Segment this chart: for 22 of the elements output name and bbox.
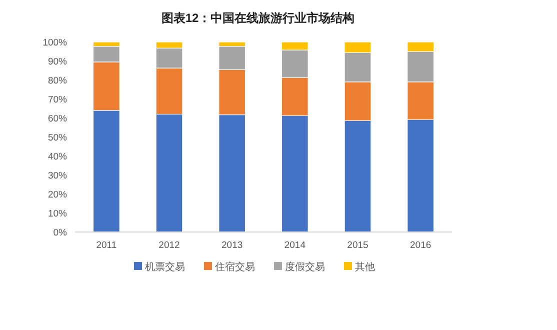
y-tick-label: 30%	[48, 170, 68, 182]
x-tick-label: 2015	[347, 240, 368, 251]
legend-label: 住宿交易	[215, 261, 255, 273]
x-tick-label: 2012	[158, 240, 180, 251]
y-tick-label: 100%	[42, 38, 68, 48]
y-tick-label: 80%	[48, 76, 68, 86]
legend-label: 其他	[355, 261, 375, 273]
legend-label: 度假交易	[285, 261, 325, 273]
y-tick-label: 60%	[48, 114, 68, 124]
y-tick-label: 70%	[48, 94, 68, 106]
y-tick-label: 20%	[48, 190, 68, 200]
y-tick-label: 0%	[53, 228, 68, 238]
legend-label: 机票交易	[145, 261, 185, 273]
x-tick-label: 2013	[222, 240, 243, 251]
y-tick-label: 90%	[48, 56, 68, 68]
chart-title: 图表12：中国在线旅游行业市场结构	[161, 11, 355, 25]
x-tick-label: 2014	[284, 240, 306, 251]
y-tick-label: 50%	[48, 132, 68, 144]
y-tick-label: 40%	[48, 152, 68, 162]
y-tick-label: 10%	[48, 208, 68, 220]
x-tick-label: 2011	[96, 240, 117, 251]
x-tick-label: 2016	[410, 240, 432, 251]
